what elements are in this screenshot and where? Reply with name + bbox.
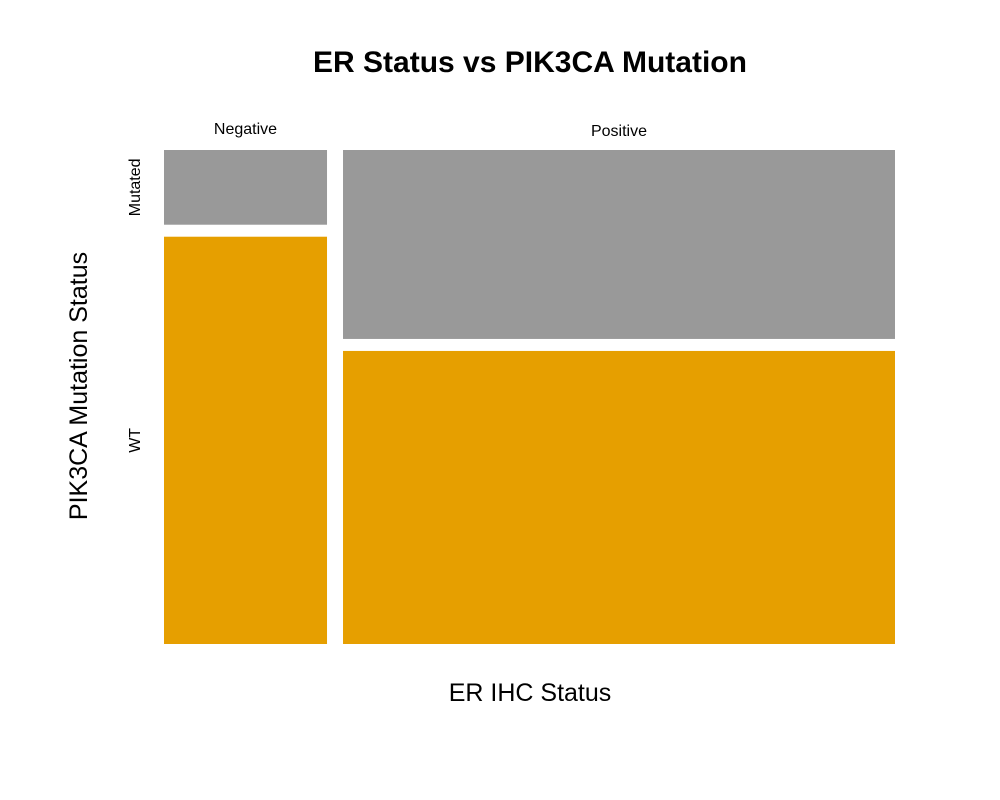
x-category-label-negative: Negative xyxy=(214,121,277,138)
y-category-label-wt: WT xyxy=(127,428,144,453)
tile-negative-mutated xyxy=(164,150,328,225)
x-category-labels: Negative Positive xyxy=(214,121,647,140)
x-category-label-positive: Positive xyxy=(591,123,647,140)
tile-positive-mutated xyxy=(343,150,895,339)
y-axis-label: PIK3CA Mutation Status xyxy=(65,252,93,520)
tile-positive-wt xyxy=(343,350,895,644)
y-category-label-mutated: Mutated xyxy=(127,158,144,216)
y-category-labels: Mutated WT xyxy=(127,158,144,452)
tile-negative-wt xyxy=(164,236,328,644)
x-axis-label: ER IHC Status xyxy=(449,679,612,707)
mosaic-tiles xyxy=(164,150,895,644)
chart-title: ER Status vs PIK3CA Mutation xyxy=(313,46,747,79)
